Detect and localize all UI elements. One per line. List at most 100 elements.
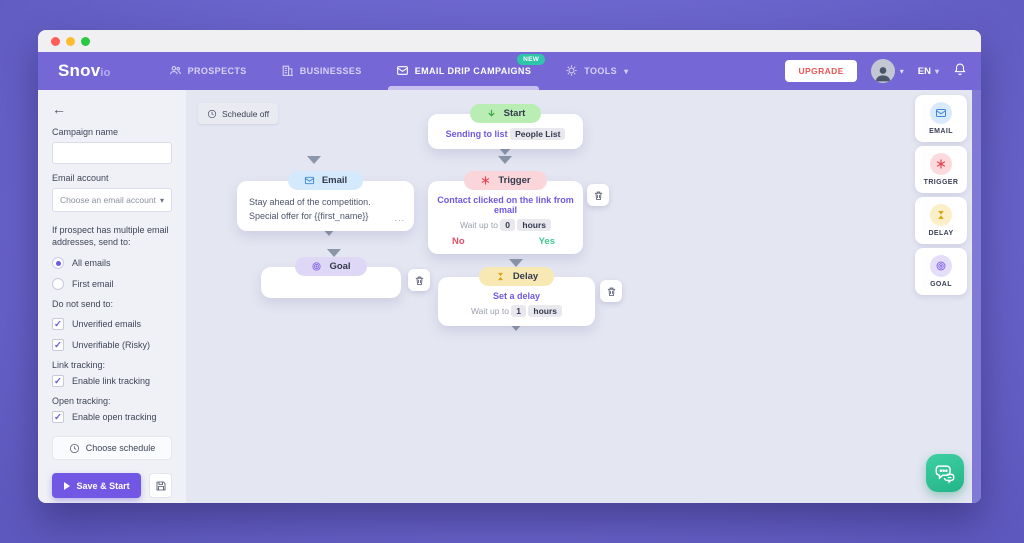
people-icon (169, 64, 182, 79)
upgrade-button[interactable]: UPGRADE (785, 60, 857, 82)
gear-icon (565, 64, 578, 79)
chevron-down-icon: ▾ (624, 66, 629, 76)
trigger-node[interactable]: Trigger Contact clicked on the link from… (428, 171, 583, 254)
floppy-disk-icon (156, 481, 165, 491)
wait-value-field[interactable]: 0 (500, 219, 516, 231)
checkbox-enable-open-tracking[interactable]: ✓ Enable open tracking (52, 411, 172, 424)
palette-label: DELAY (928, 230, 954, 237)
choose-schedule-label: Choose schedule (85, 443, 156, 454)
email-node-pill: Email (287, 171, 364, 190)
minimize-window-button[interactable] (66, 36, 75, 46)
pill-label: Delay (512, 271, 539, 282)
email-node[interactable]: Email Stay ahead of the competition. Spe… (237, 171, 414, 231)
checkbox-unverified-emails[interactable]: ✓ Unverified emails (52, 318, 172, 331)
campaign-flow-canvas[interactable]: Schedule off Start Sending to list Peopl… (186, 90, 981, 503)
trash-icon (415, 276, 423, 285)
chevron-down-icon: ▾ (159, 195, 164, 205)
save-draft-button[interactable] (149, 473, 172, 499)
back-arrow-icon[interactable]: ← (52, 101, 66, 117)
save-and-start-button[interactable]: Save & Start (52, 473, 142, 499)
browser-window: Snovio PROSPECTS BUSINESSES NEW EMAIL DR… (38, 30, 981, 503)
campaign-name-input[interactable] (52, 142, 172, 164)
checkbox-label: Enable open tracking (72, 412, 157, 423)
palette-trigger-item[interactable]: TRIGGER (915, 146, 967, 193)
palette-label: EMAIL (929, 128, 953, 135)
pill-label: Start (503, 108, 526, 119)
asterisk-icon (930, 153, 952, 175)
schedule-status-label: Schedule off (222, 108, 270, 119)
envelope-icon (396, 64, 409, 79)
open-tracking-label: Open tracking: (52, 396, 111, 407)
delay-node[interactable]: Delay Set a delay Wait up to 1 hours (438, 267, 595, 326)
palette-label: GOAL (930, 281, 952, 288)
start-node-pill: Start (469, 104, 542, 123)
radio-label: First email (72, 279, 114, 290)
checkbox-label: Unverifiable (Risky) (72, 340, 151, 351)
clock-icon (207, 109, 217, 118)
checkbox-icon: ✓ (52, 339, 64, 352)
chat-bubbles-icon (935, 465, 955, 484)
target-icon (312, 262, 322, 271)
envelope-icon (304, 176, 314, 185)
connector-arrow-delay-in (509, 259, 523, 267)
radio-icon (52, 257, 64, 270)
tab-label: EMAIL DRIP CAMPAIGNS (414, 66, 532, 76)
more-options-ellipsis[interactable]: ... (394, 212, 405, 223)
account-menu[interactable]: ▾ (870, 59, 904, 83)
delete-trigger-node-button[interactable] (587, 184, 609, 206)
vertical-scrollbar[interactable] (972, 90, 981, 503)
delete-goal-node-button[interactable] (408, 269, 430, 291)
palette-delay-item[interactable]: DELAY (915, 197, 967, 244)
schedule-status-badge[interactable]: Schedule off (198, 103, 279, 124)
radio-first-email[interactable]: First email (52, 278, 172, 291)
wait-unit-field[interactable]: hours (528, 305, 563, 317)
delay-node-pill: Delay (478, 267, 555, 286)
checkbox-label: Enable link tracking (72, 376, 151, 387)
checkbox-enable-link-tracking[interactable]: ✓ Enable link tracking (52, 375, 172, 388)
connector-arrow-start-out (498, 147, 512, 155)
choose-schedule-button[interactable]: Choose schedule (52, 436, 172, 461)
multiple-emails-label: If prospect has multiple email addresses… (52, 225, 169, 248)
wait-value-field[interactable]: 1 (511, 305, 527, 317)
campaign-name-label: Campaign name (52, 127, 119, 137)
delete-delay-node-button[interactable] (600, 280, 622, 302)
zoom-window-button[interactable] (81, 36, 90, 46)
checkbox-label: Unverified emails (72, 319, 142, 330)
envelope-icon (930, 102, 952, 124)
tab-prospects[interactable]: PROSPECTS (169, 52, 247, 90)
close-window-button[interactable] (51, 36, 60, 46)
checkbox-unverifiable-risky[interactable]: ✓ Unverifiable (Risky) (52, 339, 172, 352)
asterisk-icon (482, 176, 490, 185)
snov-logo[interactable]: Snovio (58, 61, 111, 81)
notifications-bell-icon[interactable] (953, 62, 967, 81)
palette-goal-item[interactable]: GOAL (915, 248, 967, 295)
tab-tools[interactable]: TOOLS ▾ (565, 52, 628, 90)
radio-icon (52, 278, 64, 291)
window-titlebar (38, 30, 981, 52)
email-account-label: Email account (52, 173, 109, 183)
tab-email-drip-campaigns[interactable]: NEW EMAIL DRIP CAMPAIGNS (387, 52, 546, 90)
trigger-node-pill: Trigger (464, 171, 547, 190)
trash-icon (607, 287, 615, 296)
chevron-down-icon: ▾ (934, 66, 939, 76)
start-node[interactable]: Start Sending to list People List (428, 104, 583, 149)
tab-businesses[interactable]: BUSINESSES (281, 52, 362, 90)
radio-label: All emails (72, 258, 111, 269)
trigger-node-card: Contact clicked on the link from email W… (428, 181, 583, 254)
language-label: EN (917, 65, 931, 77)
header-right-controls: UPGRADE ▾ EN ▾ (785, 59, 967, 83)
goal-node[interactable]: Goal (261, 257, 401, 298)
trigger-condition-label: Contact clicked on the link from email (437, 195, 574, 215)
hourglass-icon (930, 204, 952, 226)
wait-unit-field[interactable]: hours (517, 219, 552, 231)
main-nav: PROSPECTS BUSINESSES NEW EMAIL DRIP CAMP… (169, 52, 629, 90)
email-account-select[interactable]: Choose an email account ▾ (52, 188, 172, 212)
people-list-badge[interactable]: People List (510, 128, 566, 140)
palette-email-item[interactable]: EMAIL (915, 95, 967, 142)
connector-arrow-email-out (322, 228, 336, 236)
language-selector[interactable]: EN ▾ (918, 66, 939, 77)
link-tracking-label: Link tracking: (52, 360, 106, 371)
chat-widget-button[interactable] (926, 454, 964, 492)
radio-all-emails[interactable]: All emails (52, 257, 172, 270)
save-start-label: Save & Start (76, 480, 130, 491)
